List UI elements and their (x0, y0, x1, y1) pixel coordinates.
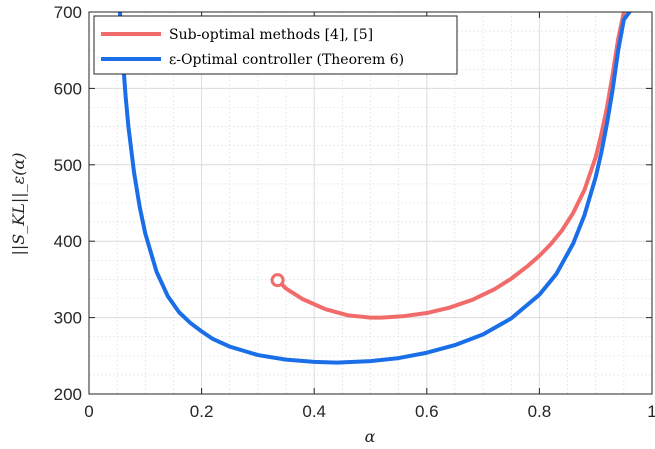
legend-box (93, 15, 458, 75)
legend-label-series-1: ε-Optimal controller (Theorem 6) (169, 52, 404, 68)
y-tick-label: 500 (54, 156, 82, 175)
y-tick-label: 600 (54, 79, 82, 98)
y-tick-label: 300 (54, 309, 82, 328)
x-tick-label: 0.8 (528, 402, 552, 421)
y-axis-label: ||S_KL||_ε(α) (9, 153, 28, 256)
x-tick-label: 0 (84, 402, 93, 421)
tick-labels: 0 0.2 0.4 0.6 0.8 1 200 300 400 500 600 700 (54, 3, 655, 421)
legend: Sub-optimal methods [4], [5] ε-Optimal c… (93, 15, 458, 75)
series-line-0 (275, 12, 626, 320)
series-line-1 (117, 12, 632, 365)
plot-frame (88, 11, 653, 395)
x-axis-label: α (365, 427, 376, 446)
legend-label-series-0: Sub-optimal methods [4], [5] (169, 27, 373, 43)
y-tick-label: 200 (54, 385, 82, 404)
x-tick-label: 0.6 (415, 402, 439, 421)
ticks-layer (88, 11, 653, 395)
x-tick-label: 0.2 (190, 402, 214, 421)
series-layer (117, 12, 632, 365)
x-tick-label: 0.4 (302, 402, 326, 421)
y-tick-label: 700 (54, 3, 82, 22)
series-0-start-marker (270, 273, 285, 288)
y-tick-label: 400 (54, 232, 82, 251)
x-tick-label: 1 (647, 402, 655, 421)
